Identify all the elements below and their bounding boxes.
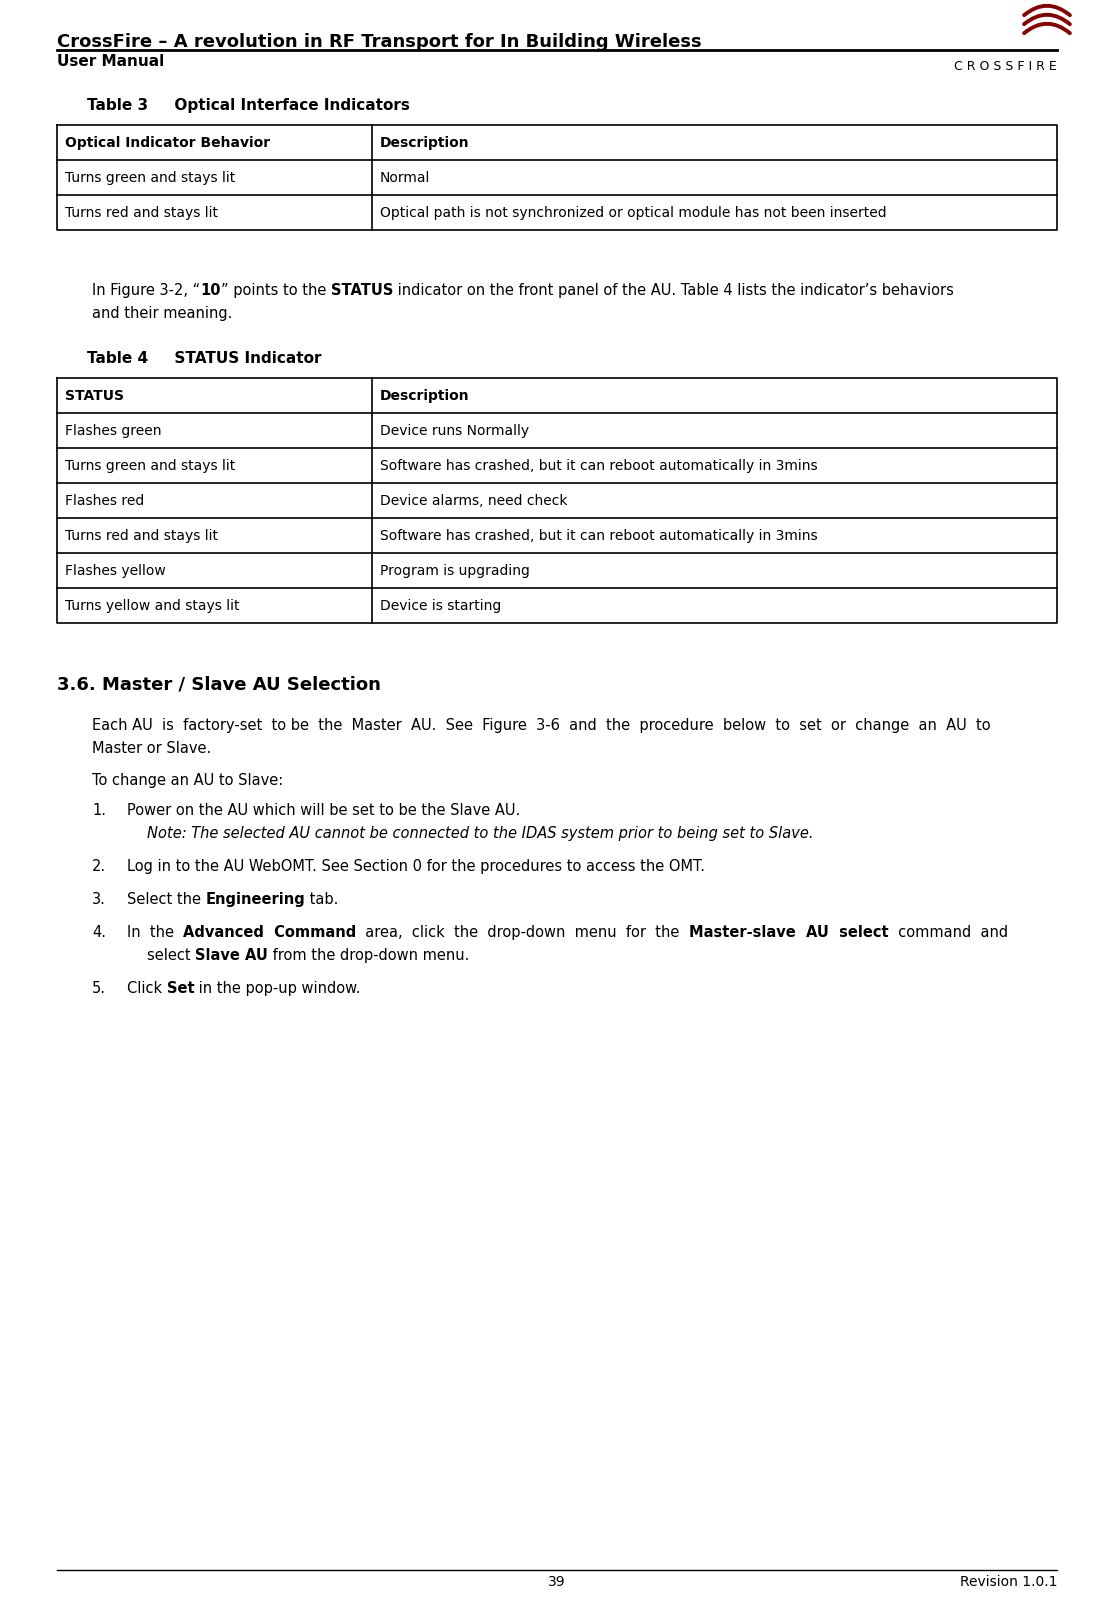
Text: In  the: In the — [127, 924, 183, 940]
Text: Log in to the AU WebOMT. See Section 0 for the procedures to access the OMT.: Log in to the AU WebOMT. See Section 0 f… — [127, 858, 705, 874]
Text: Master or Slave.: Master or Slave. — [92, 741, 212, 755]
Text: Click: Click — [127, 980, 167, 995]
Text: Note: The selected AU cannot be connected to the IDAS system prior to being set : Note: The selected AU cannot be connecte… — [147, 826, 813, 840]
Text: Software has crashed, but it can reboot automatically in 3mins: Software has crashed, but it can reboot … — [380, 458, 818, 472]
Text: Turns green and stays lit: Turns green and stays lit — [65, 170, 235, 185]
Text: indicator on the front panel of the AU. Table 4 lists the indicator’s behaviors: indicator on the front panel of the AU. … — [393, 283, 954, 297]
Text: STATUS: STATUS — [65, 389, 124, 403]
Text: from the drop-down menu.: from the drop-down menu. — [268, 948, 469, 963]
Text: C R O S S F I R E: C R O S S F I R E — [955, 59, 1057, 72]
Text: 3.: 3. — [92, 892, 106, 906]
Text: Each AU  is  factory-set  to be  the  Master  AU.  See  Figure  3-6  and  the  p: Each AU is factory-set to be the Master … — [92, 718, 990, 733]
Text: Table 4     STATUS Indicator: Table 4 STATUS Indicator — [87, 350, 322, 366]
Text: Slave AU: Slave AU — [195, 948, 268, 963]
Text: Program is upgrading: Program is upgrading — [380, 564, 530, 577]
Text: 1.: 1. — [92, 802, 106, 818]
Text: User Manual: User Manual — [57, 55, 164, 69]
Text: ” points to the: ” points to the — [221, 283, 331, 297]
Text: Turns red and stays lit: Turns red and stays lit — [65, 206, 218, 220]
Text: Software has crashed, but it can reboot automatically in 3mins: Software has crashed, but it can reboot … — [380, 529, 818, 543]
Text: tab.: tab. — [305, 892, 339, 906]
Text: area,  click  the  drop-down  menu  for  the: area, click the drop-down menu for the — [356, 924, 690, 940]
Text: To change an AU to Slave:: To change an AU to Slave: — [92, 773, 283, 787]
Text: Table 3     Optical Interface Indicators: Table 3 Optical Interface Indicators — [87, 98, 410, 112]
Text: Engineering: Engineering — [206, 892, 305, 906]
Text: Device is starting: Device is starting — [380, 599, 501, 612]
Text: 39: 39 — [548, 1573, 566, 1588]
Text: 10: 10 — [201, 283, 221, 297]
Text: 2.: 2. — [92, 858, 106, 874]
Text: Advanced  Command: Advanced Command — [183, 924, 356, 940]
Text: Select the: Select the — [127, 892, 206, 906]
Text: Device runs Normally: Device runs Normally — [380, 424, 529, 437]
Text: Revision 1.0.1: Revision 1.0.1 — [959, 1573, 1057, 1588]
Text: CrossFire – A revolution in RF Transport for In Building Wireless: CrossFire – A revolution in RF Transport… — [57, 34, 702, 51]
Text: Turns green and stays lit: Turns green and stays lit — [65, 458, 235, 472]
Text: Set: Set — [167, 980, 194, 995]
Text: Flashes yellow: Flashes yellow — [65, 564, 166, 577]
Text: 5.: 5. — [92, 980, 106, 995]
Text: 4.: 4. — [92, 924, 106, 940]
Text: Power on the AU which will be set to be the Slave AU.: Power on the AU which will be set to be … — [127, 802, 520, 818]
Text: Optical Indicator Behavior: Optical Indicator Behavior — [65, 137, 270, 149]
Text: Optical path is not synchronized or optical module has not been inserted: Optical path is not synchronized or opti… — [380, 206, 887, 220]
Text: Master-slave  AU  select: Master-slave AU select — [690, 924, 889, 940]
Text: Flashes red: Flashes red — [65, 493, 144, 508]
Text: select: select — [147, 948, 195, 963]
Text: Turns red and stays lit: Turns red and stays lit — [65, 529, 218, 543]
Text: Normal: Normal — [380, 170, 430, 185]
Text: Device alarms, need check: Device alarms, need check — [380, 493, 567, 508]
Text: Description: Description — [380, 137, 470, 149]
Text: In Figure 3-2, “: In Figure 3-2, “ — [92, 283, 201, 297]
Text: in the pop-up window.: in the pop-up window. — [194, 980, 361, 995]
Text: STATUS: STATUS — [331, 283, 393, 297]
Text: Description: Description — [380, 389, 470, 403]
Text: Flashes green: Flashes green — [65, 424, 162, 437]
Text: command  and: command and — [889, 924, 1008, 940]
Text: 3.6. Master / Slave AU Selection: 3.6. Master / Slave AU Selection — [57, 675, 381, 694]
Text: Turns yellow and stays lit: Turns yellow and stays lit — [65, 599, 240, 612]
Text: and their meaning.: and their meaning. — [92, 305, 233, 321]
